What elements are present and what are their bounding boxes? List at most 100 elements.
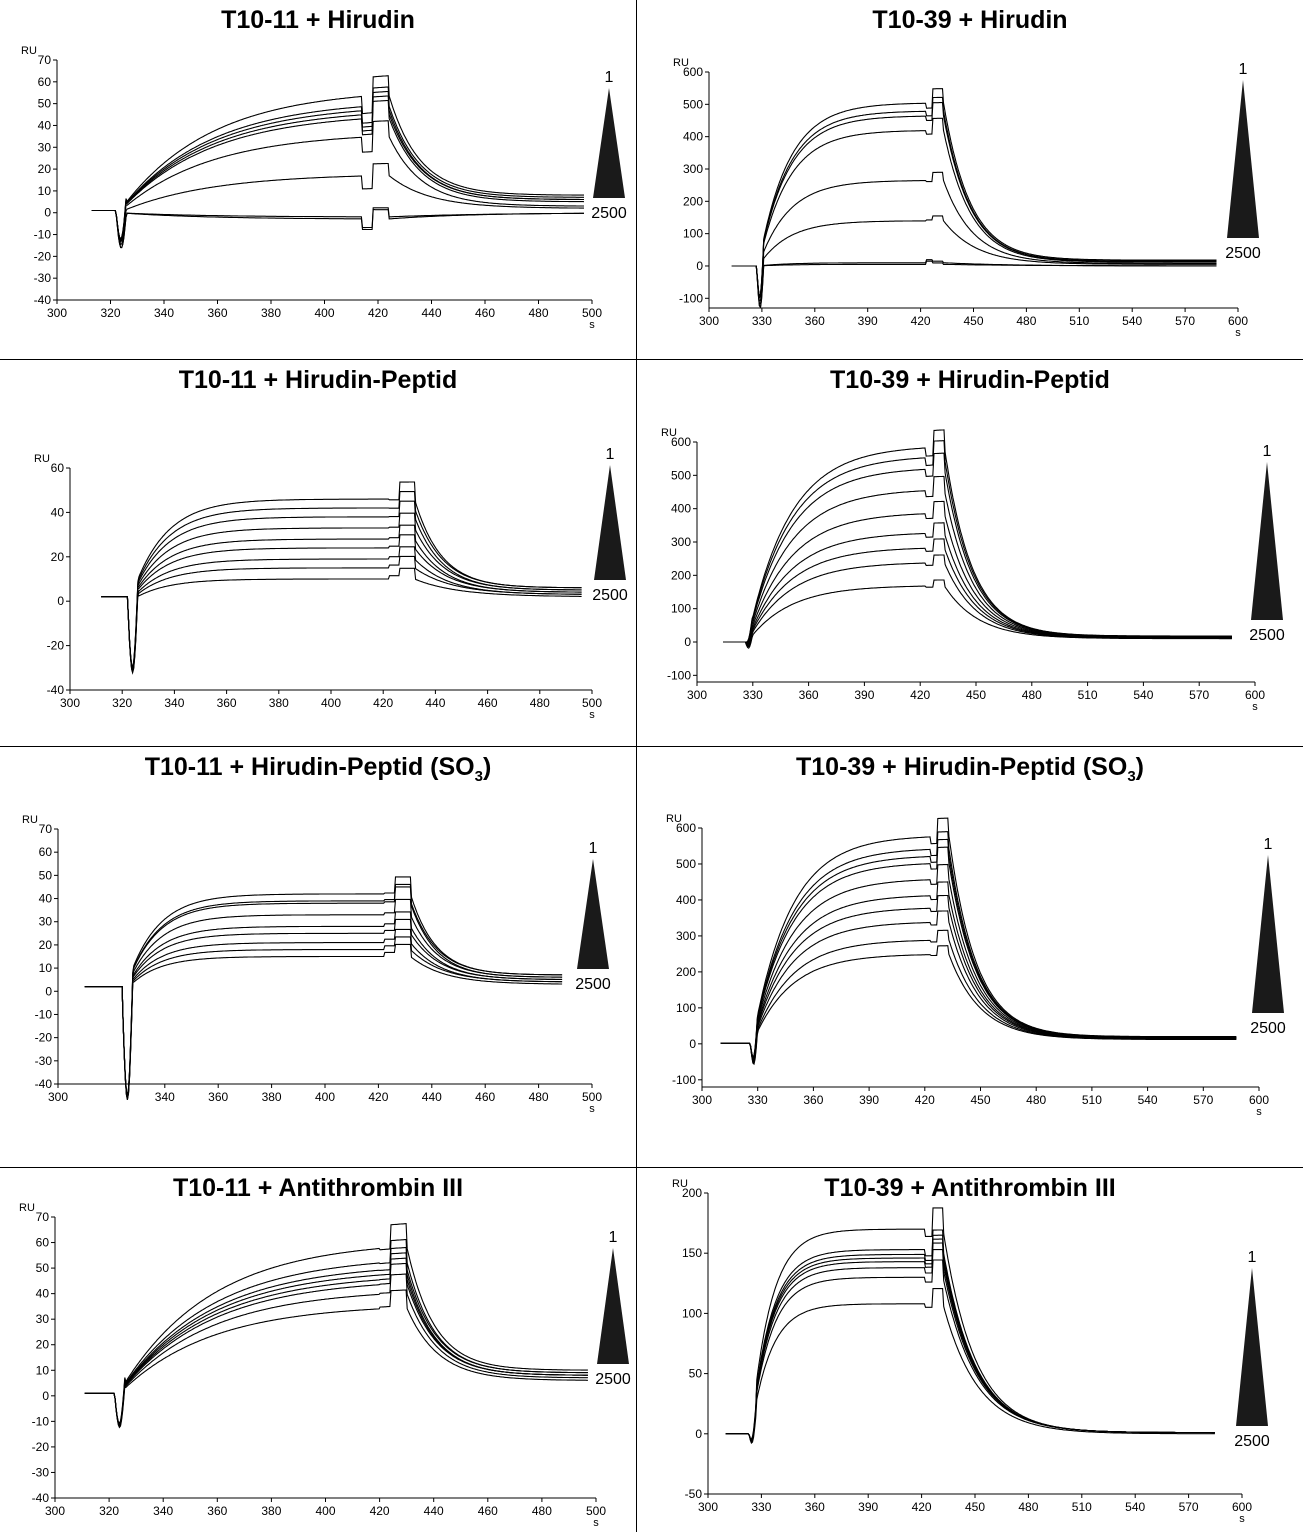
y-tick-label: 300 xyxy=(683,162,703,176)
x-tick-label: 420 xyxy=(912,1500,932,1514)
series-line-1 xyxy=(91,75,584,240)
series-line-7 xyxy=(731,259,1217,309)
x-tick-label: 360 xyxy=(208,1090,228,1104)
series-line-7 xyxy=(720,894,1237,1062)
series-line-10 xyxy=(720,945,1237,1066)
x-tick-label: 540 xyxy=(1125,1500,1145,1514)
y-tick-label: 20 xyxy=(38,162,52,176)
series-line-1 xyxy=(725,1207,1215,1440)
x-tick-label: 420 xyxy=(370,1504,390,1518)
y-tick-label: -20 xyxy=(32,1440,50,1454)
x-tick-label: 510 xyxy=(1072,1500,1092,1514)
y-axis-label: RU xyxy=(21,45,37,57)
y-tick-label: 500 xyxy=(683,97,703,111)
chart-title: T10-39 + Hirudin-Peptid xyxy=(637,366,1303,395)
series-line-8 xyxy=(725,1288,1215,1445)
x-tick-label: 390 xyxy=(854,688,874,702)
y-tick-label: 0 xyxy=(44,206,51,220)
x-tick-label: 510 xyxy=(1078,688,1098,702)
x-axis-unit: s xyxy=(1239,1513,1245,1525)
x-tick-label: 500 xyxy=(582,306,602,320)
x-axis-unit: s xyxy=(593,1517,599,1529)
y-tick-label: -50 xyxy=(685,1487,703,1501)
series-line-1 xyxy=(84,1223,588,1425)
y-tick-label: 30 xyxy=(36,1312,50,1326)
x-tick-label: 360 xyxy=(799,688,819,702)
x-tick-label: 420 xyxy=(368,306,388,320)
x-tick-label: 420 xyxy=(373,696,393,710)
y-tick-label: 50 xyxy=(38,97,52,111)
series-line-6 xyxy=(101,534,582,673)
chart-title: T10-11 + Hirudin xyxy=(0,6,636,35)
chart-panel-7: T10-11 + Antithrombin III 70 60 50 40 30 20 10 0… xyxy=(0,1168,636,1532)
chart-panel-5: T10-11 + Hirudin-Peptid (SO3) 70 60 50 40 30 2… xyxy=(0,747,636,1167)
x-tick-label: 380 xyxy=(262,1090,282,1104)
x-tick-label: 480 xyxy=(1016,314,1036,328)
chart-panel-6: T10-39 + Hirudin-Peptid (SO3) 600 500 400 30… xyxy=(637,747,1303,1167)
series-line-2 xyxy=(91,86,584,241)
x-tick-label: 540 xyxy=(1122,314,1142,328)
series-line-4 xyxy=(91,95,584,242)
y-tick-label: 600 xyxy=(671,435,691,449)
chart-svg: 600 500 400 300 200 100 0 -100 300 330 360 390 420 45… xyxy=(666,813,1286,1118)
series-line-1 xyxy=(731,88,1217,298)
x-axis-unit: s xyxy=(589,319,595,331)
x-tick-label: 390 xyxy=(859,1093,879,1107)
y-tick-label: -30 xyxy=(34,271,52,285)
chart-svg: 600 500 400 300 200 100 0 -100 300 330 360 390 420 45… xyxy=(673,57,1261,339)
x-tick-label: 380 xyxy=(261,306,281,320)
x-tick-label: 480 xyxy=(528,306,548,320)
x-tick-label: 300 xyxy=(687,688,707,702)
x-tick-label: 300 xyxy=(47,306,67,320)
y-tick-label: 400 xyxy=(676,893,696,907)
y-tick-label: 500 xyxy=(671,468,691,482)
y-tick-label: 300 xyxy=(676,929,696,943)
x-tick-label: 450 xyxy=(970,1093,990,1107)
y-tick-label: 40 xyxy=(36,1287,50,1301)
series-line-3 xyxy=(731,102,1217,299)
wedge-top-label: 1 xyxy=(1263,443,1272,460)
y-axis-label: RU xyxy=(673,57,689,69)
series-line-9 xyxy=(84,943,563,1101)
y-tick-label: -100 xyxy=(679,291,703,305)
concentration-wedge xyxy=(1236,1268,1268,1426)
y-axis-label: RU xyxy=(34,453,50,465)
x-tick-label: 570 xyxy=(1175,314,1195,328)
x-tick-label: 420 xyxy=(910,688,930,702)
wedge-top-label: 1 xyxy=(606,446,615,463)
x-tick-label: 360 xyxy=(805,314,825,328)
series-line-8 xyxy=(84,1289,588,1429)
series-line-1 xyxy=(723,429,1232,643)
series-line-9 xyxy=(723,579,1232,649)
x-tick-label: 300 xyxy=(698,1500,718,1514)
chart-panel-4: T10-39 + Hirudin-Peptid 600 500 400 300 200 10… xyxy=(637,360,1303,746)
concentration-wedge xyxy=(1227,80,1259,238)
x-axis-unit: s xyxy=(1252,701,1258,713)
series-line-4 xyxy=(84,898,563,1097)
x-tick-label: 320 xyxy=(112,696,132,710)
y-tick-label: -10 xyxy=(32,1414,50,1428)
x-tick-label: 440 xyxy=(422,1090,442,1104)
vertical-divider xyxy=(636,0,637,1532)
y-tick-label: 50 xyxy=(39,868,53,882)
x-tick-label: 330 xyxy=(748,1093,768,1107)
x-tick-label: 540 xyxy=(1138,1093,1158,1107)
series-line-8 xyxy=(723,554,1232,648)
y-tick-label: 0 xyxy=(695,1427,702,1441)
series-line-5 xyxy=(731,171,1217,302)
series-line-4 xyxy=(720,846,1237,1060)
chart-title-text: T10-11 + Hirudin xyxy=(221,6,415,34)
y-axis-label: RU xyxy=(22,814,38,826)
x-tick-label: 330 xyxy=(743,688,763,702)
chart-title-text: T10-11 + Hirudin-Peptid (SO xyxy=(144,753,475,781)
row-divider-1 xyxy=(0,359,1303,360)
series-line-6 xyxy=(731,215,1217,305)
series-line-7 xyxy=(91,162,584,246)
chart-title-text: T10-39 + Hirudin-Peptid xyxy=(830,366,1110,394)
y-tick-label: -40 xyxy=(35,1077,53,1091)
series-line-7 xyxy=(84,928,563,1100)
y-tick-label: 600 xyxy=(676,821,696,835)
x-tick-label: 440 xyxy=(424,1504,444,1518)
